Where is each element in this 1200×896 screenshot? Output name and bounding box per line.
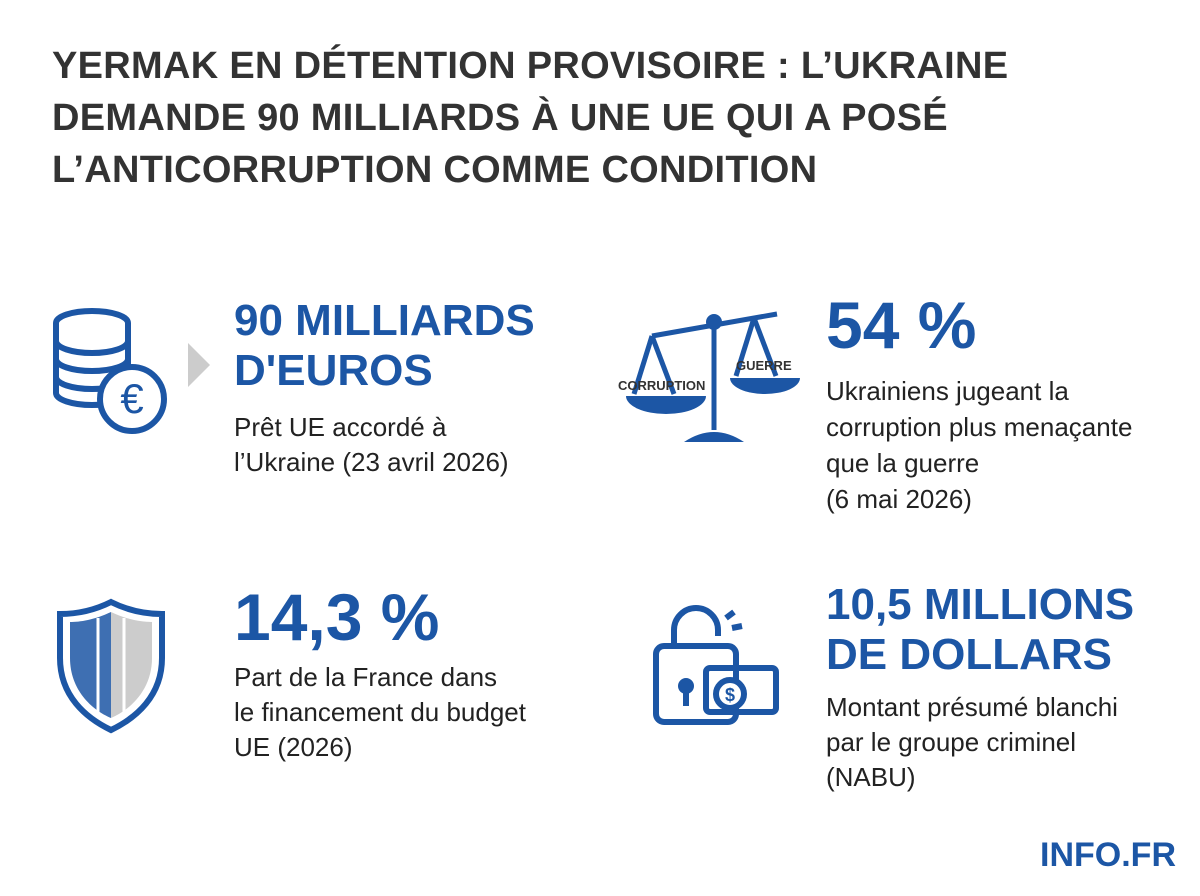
stat-value: 10,5 MILLIONS — [826, 580, 1135, 629]
stat-description: UE (2026) — [234, 732, 353, 762]
scale-icon: CORRUPTION GUERRE — [618, 311, 800, 442]
stat-value: 90 MILLIARDS — [234, 296, 535, 345]
svg-text:€: € — [120, 375, 143, 422]
stat-description: (NABU) — [826, 762, 916, 792]
stat-value: 54 % — [826, 288, 977, 362]
svg-text:$: $ — [725, 685, 735, 705]
stat-description: le financement du budget — [234, 697, 526, 727]
stat-value: D'EUROS — [234, 346, 433, 395]
stat-description: Part de la France dans — [234, 662, 498, 692]
stat-description: (6 mai 2026) — [826, 484, 972, 514]
icon-label: CORRUPTION — [618, 378, 705, 393]
stat-description: Montant présumé blanchi — [826, 692, 1118, 722]
shield-icon — [57, 598, 165, 734]
stat-description: corruption plus menaçante — [826, 412, 1133, 442]
title-line: L’ANTICORRUPTION COMME CONDITION — [52, 149, 818, 191]
title-line: DEMANDE 90 MILLIARDS À UNE UE QUI A POSÉ — [52, 97, 948, 139]
padlock-icon: $ — [653, 605, 779, 725]
title-line: YERMAK EN DÉTENTION PROVISOIRE : L’UKRAI… — [52, 45, 1009, 87]
stat-description: Ukrainiens jugeant la — [826, 376, 1069, 406]
icon-label: GUERRE — [736, 358, 792, 373]
stat-description: l’Ukraine (23 avril 2026) — [234, 447, 509, 477]
stat-description: par le groupe criminel — [826, 727, 1077, 757]
stat-value: DE DOLLARS — [826, 630, 1112, 679]
coins-icon: € — [53, 308, 210, 434]
stat-description: que la guerre — [826, 448, 980, 478]
stat-value: 14,3 % — [234, 580, 440, 654]
brand: INFO.FR — [1040, 836, 1176, 874]
stat-description: Prêt UE accordé à — [234, 412, 447, 442]
